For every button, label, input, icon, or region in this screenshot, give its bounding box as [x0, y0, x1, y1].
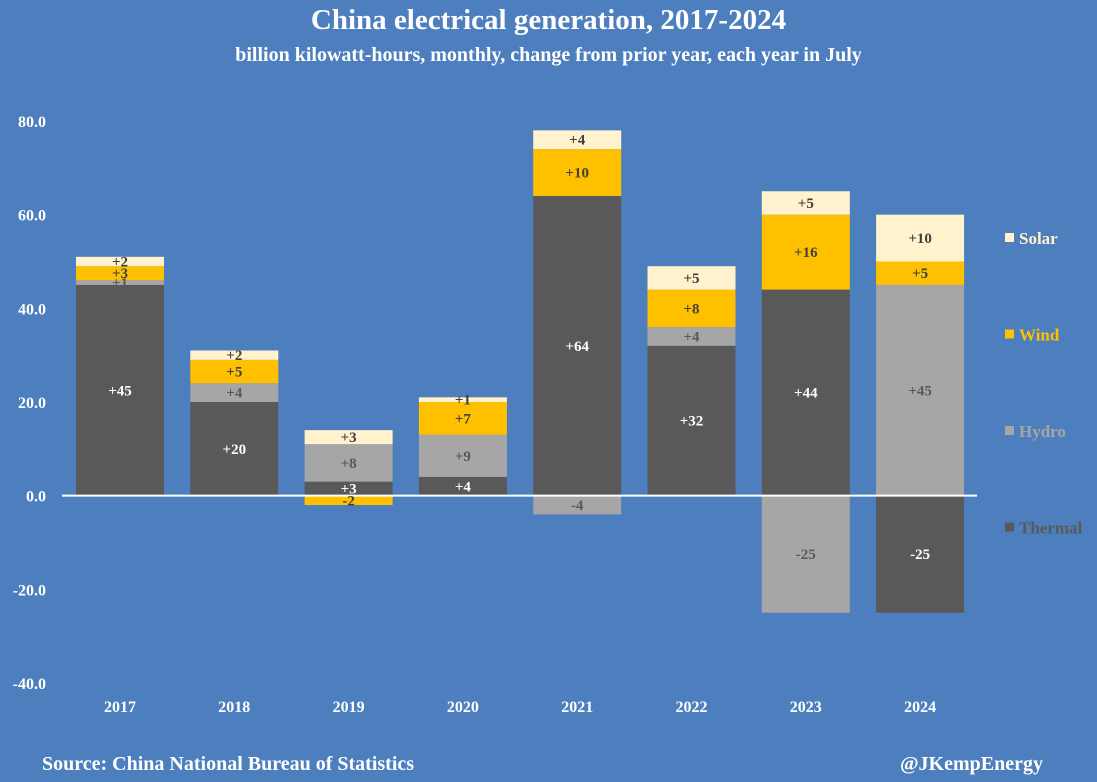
- data-label-hydro-2024: +45: [908, 383, 932, 399]
- legend: Solar Wind Hydro Thermal: [1005, 229, 1083, 538]
- data-label-solar-2021: +4: [569, 133, 586, 149]
- data-label-solar-2018: +2: [226, 348, 242, 364]
- bar-solar-2024: [876, 214, 965, 262]
- x-tick-label: 2020: [447, 699, 479, 716]
- bar-wind-2019: [304, 495, 393, 506]
- x-axis: 2017 2018 2019 2020 2021 2022 2023 2024: [104, 699, 936, 716]
- x-tick-label: 2021: [561, 699, 593, 716]
- x-tick-label: 2017: [104, 699, 136, 716]
- data-label-wind-2020: +7: [455, 411, 472, 427]
- data-label-solar-2022: +5: [683, 271, 699, 287]
- data-label-solar-2019: +3: [341, 430, 357, 446]
- bar-solar-2019: [304, 430, 393, 445]
- legend-label-wind: Wind: [1019, 326, 1060, 345]
- bar-solar-2018: [190, 350, 279, 360]
- data-label-thermal-2018: +20: [223, 442, 247, 458]
- y-tick-label: 80.0: [18, 114, 46, 131]
- legend-label-hydro: Hydro: [1019, 422, 1066, 441]
- data-label-hydro-2017: +1: [112, 276, 128, 292]
- data-label-thermal-2023: +44: [794, 386, 818, 402]
- data-label-hydro-2020: +9: [455, 449, 471, 465]
- bar-wind-2017: [76, 266, 164, 281]
- legend-swatch-solar: [1005, 233, 1014, 242]
- segment-labels: +45+1+3+2+20+4+5+2+3+8-2+3+4+9+7+1+64-4+…: [108, 133, 932, 563]
- data-label-hydro-2021: -4: [571, 498, 584, 514]
- bar-thermal-2017: [76, 284, 164, 496]
- data-label-hydro-2019: +8: [341, 456, 357, 472]
- data-label-hydro-2022: +4: [683, 329, 700, 345]
- data-label-thermal-2017: +45: [108, 383, 132, 399]
- bar-thermal-2022: [647, 345, 736, 496]
- bar-hydro-2020: [418, 434, 507, 477]
- x-tick-label: 2018: [218, 699, 250, 716]
- data-label-solar-2024: +10: [908, 231, 932, 247]
- bar-hydro-2019: [304, 444, 393, 482]
- data-label-thermal-2019: +3: [341, 482, 357, 498]
- bar-hydro-2024: [876, 284, 965, 496]
- bar-solar-2022: [647, 266, 736, 290]
- y-tick-label: -20.0: [13, 582, 46, 599]
- bar-wind-2021: [533, 149, 622, 196]
- legend-label-thermal: Thermal: [1019, 519, 1083, 538]
- bar-solar-2020: [418, 397, 507, 402]
- data-label-wind-2017: +3: [112, 266, 128, 282]
- data-label-solar-2023: +5: [798, 196, 814, 212]
- bar-wind-2020: [418, 402, 507, 435]
- legend-label-solar: Solar: [1019, 229, 1058, 248]
- data-label-thermal-2024: -25: [910, 547, 930, 563]
- legend-swatch-hydro: [1005, 426, 1014, 435]
- bar-solar-2017: [76, 256, 164, 267]
- data-label-wind-2024: +5: [912, 266, 928, 282]
- bar-hydro-2022: [647, 327, 736, 346]
- y-tick-label: 20.0: [18, 395, 46, 412]
- data-label-hydro-2023: -25: [796, 547, 816, 563]
- x-tick-label: 2019: [333, 699, 365, 716]
- bar-thermal-2020: [418, 476, 507, 496]
- data-label-thermal-2020: +4: [455, 479, 472, 495]
- bar-thermal-2018: [190, 402, 279, 496]
- bar-hydro-2018: [190, 383, 279, 402]
- bar-wind-2023: [761, 214, 850, 290]
- bar-thermal-2021: [533, 195, 622, 496]
- source-note: Source: China National Bureau of Statist…: [42, 753, 415, 775]
- data-label-wind-2018: +5: [226, 365, 242, 381]
- bar-hydro-2021: [533, 495, 622, 515]
- bar-solar-2021: [533, 130, 622, 150]
- data-label-hydro-2018: +4: [226, 386, 243, 402]
- y-tick-label: 40.0: [18, 301, 46, 318]
- bar-thermal-2019: [304, 481, 393, 496]
- x-tick-label: 2024: [904, 699, 936, 716]
- legend-swatch-wind: [1005, 329, 1014, 339]
- author-credit: @JKempEnergy: [899, 753, 1043, 775]
- bar-wind-2024: [876, 261, 965, 285]
- data-label-wind-2022: +8: [683, 301, 699, 317]
- data-label-wind-2023: +16: [794, 245, 818, 261]
- y-axis: 80.0 60.0 40.0 20.0 0.0 -20.0 -40.0: [13, 114, 46, 693]
- x-tick-label: 2022: [676, 699, 708, 716]
- data-label-thermal-2021: +64: [565, 339, 589, 355]
- x-tick-label: 2023: [790, 699, 822, 716]
- bar-thermal-2023: [761, 289, 850, 496]
- data-label-solar-2017: +2: [112, 255, 128, 271]
- data-label-wind-2019: -2: [342, 493, 355, 509]
- bar-solar-2023: [761, 191, 850, 215]
- bar-stacks: [76, 130, 965, 613]
- bar-wind-2018: [190, 359, 279, 384]
- bar-thermal-2024: [876, 495, 965, 613]
- chart-subtitle: billion kilowatt-hours, monthly, change …: [235, 44, 862, 66]
- bar-wind-2022: [647, 289, 736, 328]
- y-tick-label: 60.0: [18, 208, 46, 225]
- data-label-thermal-2022: +32: [680, 414, 704, 430]
- data-label-solar-2020: +1: [455, 393, 471, 409]
- bar-hydro-2023: [761, 495, 850, 613]
- chart-title: China electrical generation, 2017-2024: [310, 4, 787, 36]
- y-tick-label: 0.0: [26, 489, 46, 506]
- bar-hydro-2017: [76, 280, 164, 285]
- y-tick-label: -40.0: [13, 676, 46, 693]
- legend-swatch-thermal: [1005, 522, 1014, 532]
- data-label-wind-2021: +10: [565, 166, 589, 182]
